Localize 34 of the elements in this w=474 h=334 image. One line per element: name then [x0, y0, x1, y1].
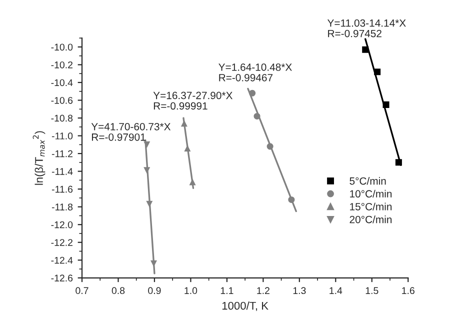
- x-tick-label: 0.8: [112, 287, 125, 294]
- x-tick-label: 0.7: [76, 287, 88, 294]
- y-tick-label: -11.0: [52, 132, 73, 140]
- x-tick-label: 1.2: [257, 287, 270, 294]
- y-tick-label: -12.6: [51, 274, 73, 282]
- y-tick-label: -10.4: [51, 79, 73, 86]
- y-tick-label: -11.4: [52, 168, 73, 175]
- annotation: Y=41.70-60.73*X R=-0.97901: [91, 122, 171, 141]
- text: Y=11.03-14.14*X R=-0.97452: [327, 19, 406, 38]
- y-tick-label: -12.2: [51, 239, 72, 246]
- legend-label: 15°C/min: [350, 202, 392, 210]
- y-axis-title: ln(β/T$_{max}$$^{2}$): [32, 131, 46, 185]
- x-tick-label: 1.5: [366, 287, 378, 294]
- x-tick-label: 1.1: [220, 287, 234, 294]
- x-tick-label: 1.4: [330, 287, 342, 294]
- y-tick-label: -10.8: [51, 114, 73, 122]
- legend-label: 10°C/min: [350, 190, 392, 198]
- y-tick-label: -11.8: [52, 204, 73, 210]
- x-axis-title: 1000/T, K: [222, 302, 268, 312]
- y-tick-label: -10.2: [51, 61, 72, 68]
- y-tick-label: -10.0: [51, 44, 73, 51]
- y-tick-label: -11.6: [52, 186, 73, 193]
- y-tick-label: -11.2: [52, 150, 72, 158]
- x-tick-label: 1.6: [402, 287, 414, 294]
- annotation: Y=16.37-27.90*X R=-0.99991: [153, 92, 233, 110]
- annotation: Y=1.64-10.48*X R=-0.99467: [218, 64, 292, 82]
- x-tick-label: 1.0: [184, 287, 198, 294]
- y-tick-label: -12.4: [51, 256, 73, 264]
- legend-label: 5°C/min: [350, 177, 386, 185]
- y-tick-label: -12.0: [51, 221, 73, 228]
- legend-label: 20°C/min: [350, 216, 392, 224]
- y-tick-label: -10.6: [51, 96, 73, 104]
- x-tick-label: 0.9: [148, 287, 161, 294]
- x-tick-label: 1.3: [293, 287, 306, 294]
